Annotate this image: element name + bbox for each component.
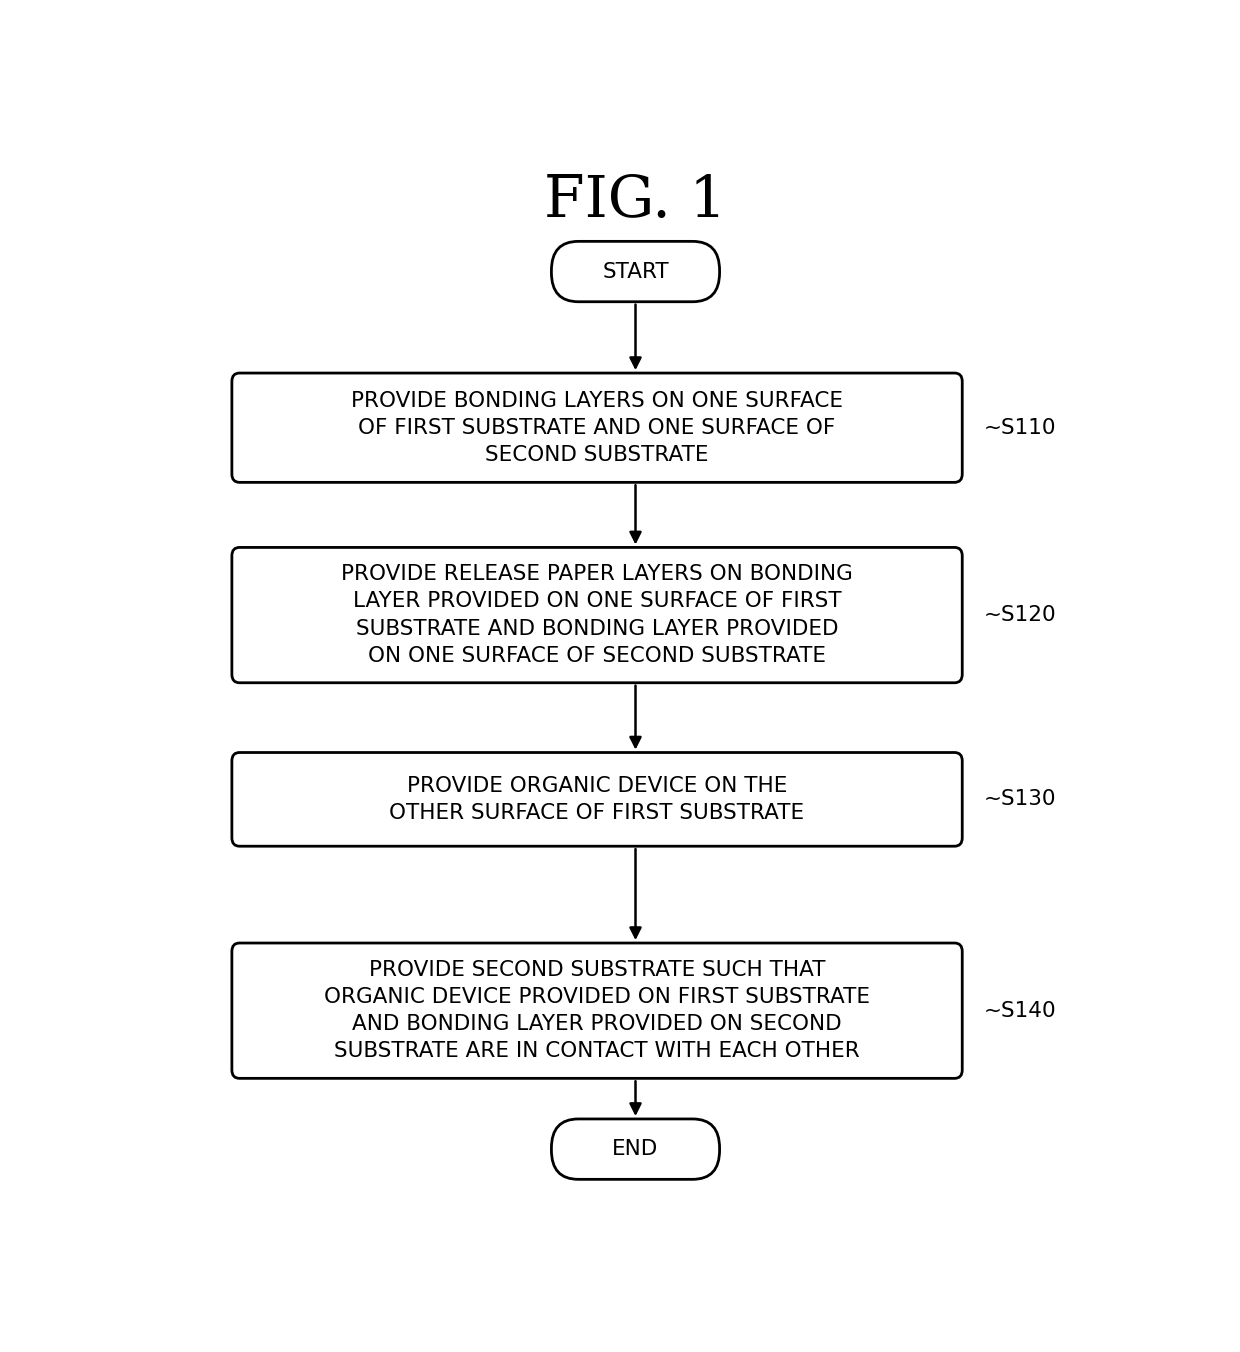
Text: FIG. 1: FIG. 1 [544, 173, 727, 228]
Text: ~S120: ~S120 [983, 606, 1056, 625]
Text: ~S130: ~S130 [983, 790, 1056, 810]
FancyBboxPatch shape [232, 753, 962, 846]
Text: ~S110: ~S110 [983, 418, 1056, 438]
Text: PROVIDE RELEASE PAPER LAYERS ON BONDING
LAYER PROVIDED ON ONE SURFACE OF FIRST
S: PROVIDE RELEASE PAPER LAYERS ON BONDING … [341, 564, 853, 667]
FancyBboxPatch shape [232, 548, 962, 683]
FancyBboxPatch shape [232, 373, 962, 483]
FancyBboxPatch shape [552, 242, 719, 301]
Text: ~S140: ~S140 [983, 1000, 1056, 1021]
Text: PROVIDE BONDING LAYERS ON ONE SURFACE
OF FIRST SUBSTRATE AND ONE SURFACE OF
SECO: PROVIDE BONDING LAYERS ON ONE SURFACE OF… [351, 391, 843, 465]
Text: PROVIDE ORGANIC DEVICE ON THE
OTHER SURFACE OF FIRST SUBSTRATE: PROVIDE ORGANIC DEVICE ON THE OTHER SURF… [389, 776, 805, 823]
Text: START: START [603, 261, 668, 281]
FancyBboxPatch shape [232, 944, 962, 1079]
Text: END: END [613, 1140, 658, 1159]
FancyBboxPatch shape [552, 1119, 719, 1179]
Text: PROVIDE SECOND SUBSTRATE SUCH THAT
ORGANIC DEVICE PROVIDED ON FIRST SUBSTRATE
AN: PROVIDE SECOND SUBSTRATE SUCH THAT ORGAN… [324, 960, 870, 1061]
